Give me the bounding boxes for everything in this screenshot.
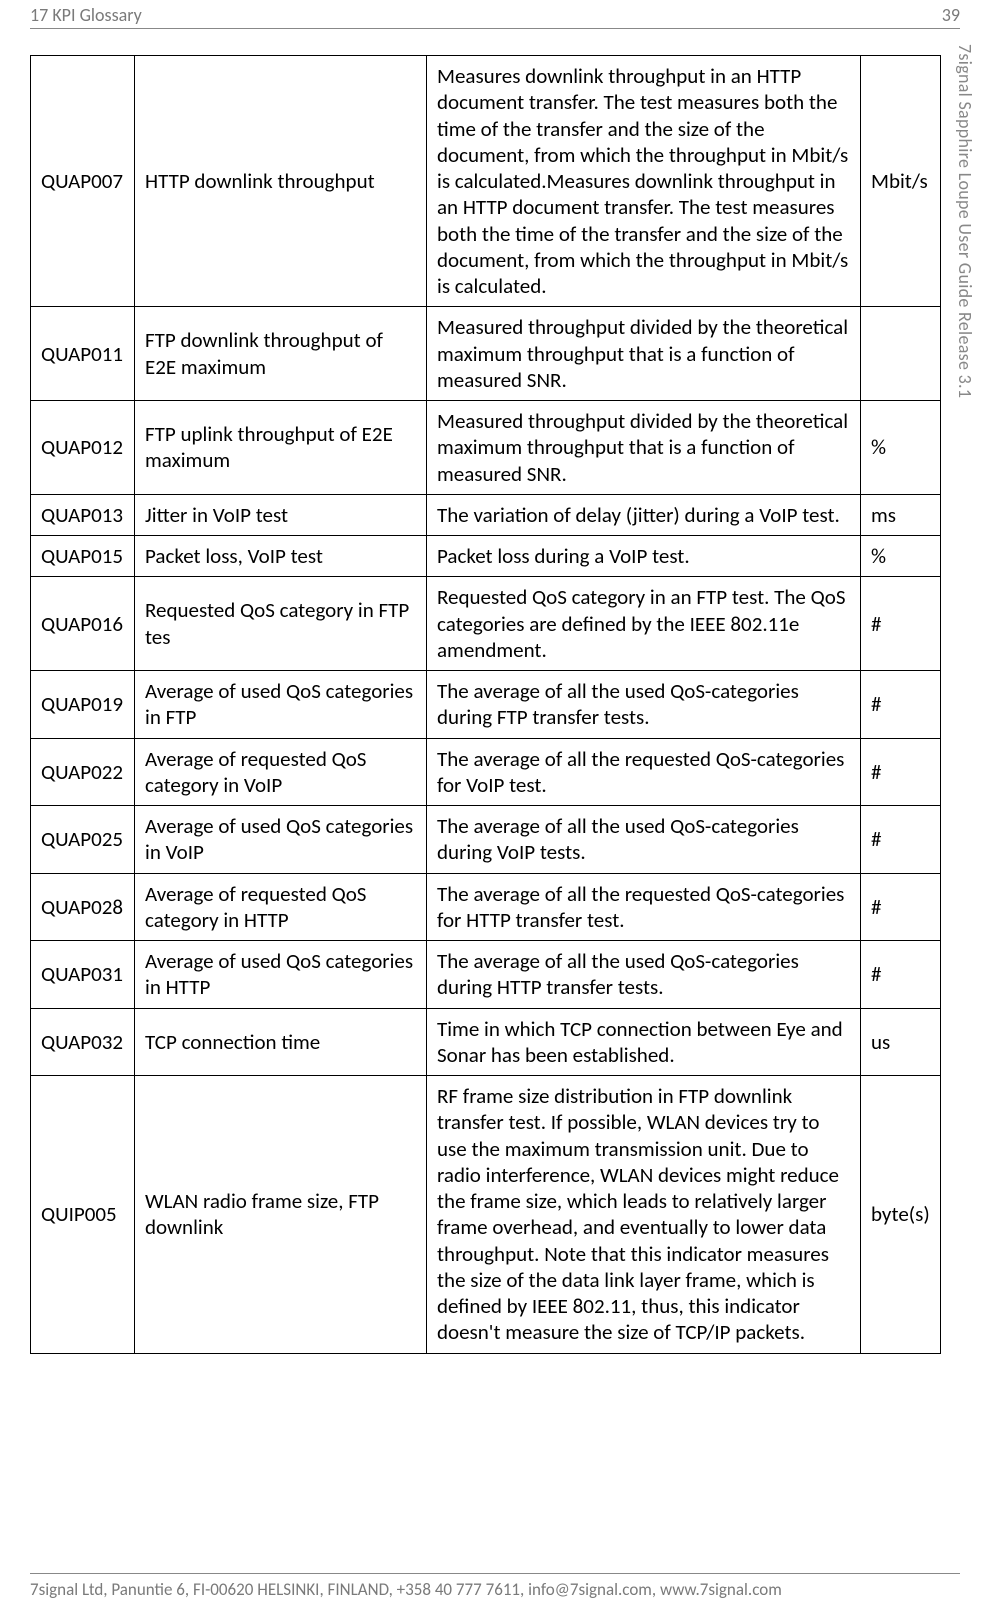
kpi-name: Average of used QoS categories in FTP	[135, 671, 427, 739]
kpi-name: FTP uplink throughput of E2E maximum	[135, 401, 427, 495]
kpi-desc: The average of all the used QoS-categori…	[427, 941, 861, 1009]
table-row: QUAP007 HTTP downlink throughput Measure…	[31, 56, 941, 307]
kpi-id: QUAP022	[31, 738, 135, 806]
kpi-name: WLAN radio frame size, FTP downlink	[135, 1076, 427, 1354]
page-footer: 7signal Ltd, Panuntie 6, FI-00620 HELSIN…	[30, 1573, 960, 1600]
table-row: QUAP012 FTP uplink throughput of E2E max…	[31, 401, 941, 495]
kpi-id: QUAP032	[31, 1008, 135, 1076]
kpi-id: QUAP025	[31, 806, 135, 874]
kpi-name: Packet loss, VoIP test	[135, 536, 427, 577]
kpi-unit: #	[861, 873, 941, 941]
kpi-name: Average of used QoS categories in VoIP	[135, 806, 427, 874]
page: 17 KPI Glossary 39 7signal Sapphire Loup…	[0, 0, 990, 1616]
kpi-name: Average of requested QoS category in HTT…	[135, 873, 427, 941]
kpi-id: QUAP028	[31, 873, 135, 941]
header-title: 17 KPI Glossary	[30, 4, 142, 26]
kpi-id: QUAP013	[31, 494, 135, 535]
table-row: QUAP015 Packet loss, VoIP test Packet lo…	[31, 536, 941, 577]
kpi-desc: Requested QoS category in an FTP test. T…	[427, 577, 861, 671]
table-row: QUAP013 Jitter in VoIP test The variatio…	[31, 494, 941, 535]
kpi-name: Jitter in VoIP test	[135, 494, 427, 535]
kpi-name: TCP connection time	[135, 1008, 427, 1076]
kpi-id: QUAP015	[31, 536, 135, 577]
kpi-unit: #	[861, 941, 941, 1009]
kpi-id: QUAP007	[31, 56, 135, 307]
table-row: QUAP028 Average of requested QoS categor…	[31, 873, 941, 941]
kpi-desc: The average of all the requested QoS-cat…	[427, 738, 861, 806]
kpi-unit: #	[861, 577, 941, 671]
kpi-unit: %	[861, 401, 941, 495]
kpi-id: QUIP005	[31, 1076, 135, 1354]
side-document-title: 7signal Sapphire Loupe User Guide Releas…	[954, 44, 976, 398]
kpi-id: QUAP019	[31, 671, 135, 739]
kpi-desc: The average of all the used QoS-categori…	[427, 671, 861, 739]
kpi-desc: Measured throughput divided by the theor…	[427, 307, 861, 401]
kpi-unit: ms	[861, 494, 941, 535]
table-row: QUAP019 Average of used QoS categories i…	[31, 671, 941, 739]
kpi-desc: Time in which TCP connection between Eye…	[427, 1008, 861, 1076]
header-page-number: 39	[942, 4, 960, 26]
kpi-id: QUAP012	[31, 401, 135, 495]
kpi-name: FTP downlink throughput of E2E maximum	[135, 307, 427, 401]
kpi-name: HTTP downlink throughput	[135, 56, 427, 307]
table-row: QUAP032 TCP connection time Time in whic…	[31, 1008, 941, 1076]
kpi-unit	[861, 307, 941, 401]
table-row: QUAP022 Average of requested QoS categor…	[31, 738, 941, 806]
kpi-table-body: QUAP007 HTTP downlink throughput Measure…	[31, 56, 941, 1354]
kpi-desc: Measured throughput divided by the theor…	[427, 401, 861, 495]
kpi-name: Average of used QoS categories in HTTP	[135, 941, 427, 1009]
kpi-name: Requested QoS category in FTP tes	[135, 577, 427, 671]
kpi-name: Average of requested QoS category in VoI…	[135, 738, 427, 806]
kpi-desc: The variation of delay (jitter) during a…	[427, 494, 861, 535]
kpi-unit: #	[861, 671, 941, 739]
kpi-unit: #	[861, 806, 941, 874]
kpi-id: QUAP016	[31, 577, 135, 671]
kpi-desc: Packet loss during a VoIP test.	[427, 536, 861, 577]
kpi-id: QUAP011	[31, 307, 135, 401]
kpi-unit: us	[861, 1008, 941, 1076]
kpi-desc: Measures downlink throughput in an HTTP …	[427, 56, 861, 307]
table-row: QUAP016 Requested QoS category in FTP te…	[31, 577, 941, 671]
table-row: QUAP025 Average of used QoS categories i…	[31, 806, 941, 874]
kpi-id: QUAP031	[31, 941, 135, 1009]
kpi-glossary-table: QUAP007 HTTP downlink throughput Measure…	[30, 55, 941, 1354]
table-row: QUAP031 Average of used QoS categories i…	[31, 941, 941, 1009]
kpi-desc: RF frame size distribution in FTP downli…	[427, 1076, 861, 1354]
kpi-unit: #	[861, 738, 941, 806]
kpi-unit: Mbit/s	[861, 56, 941, 307]
table-row: QUAP011 FTP downlink throughput of E2E m…	[31, 307, 941, 401]
kpi-unit: byte(s)	[861, 1076, 941, 1354]
table-row: QUIP005 WLAN radio frame size, FTP downl…	[31, 1076, 941, 1354]
kpi-desc: The average of all the requested QoS-cat…	[427, 873, 861, 941]
page-header: 17 KPI Glossary 39	[30, 0, 960, 29]
kpi-unit: %	[861, 536, 941, 577]
kpi-desc: The average of all the used QoS-categori…	[427, 806, 861, 874]
